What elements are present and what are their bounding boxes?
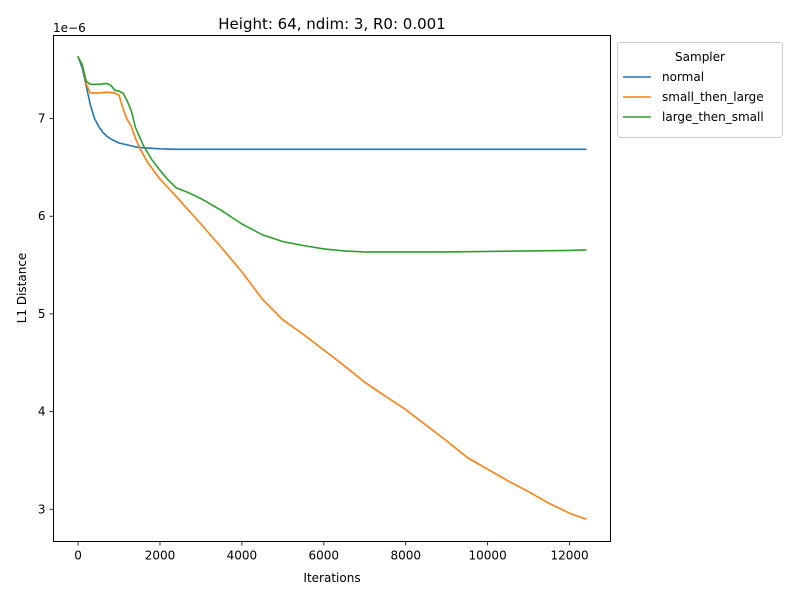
legend-label-large-then-small: large_then_small [662, 110, 764, 124]
series-line-small-then-large [77, 56, 587, 520]
x-tick-label: 10000 [469, 549, 507, 563]
series-line-normal [77, 56, 587, 151]
x-tick-label: 0 [74, 549, 82, 563]
y-tick-label: 7 [38, 112, 46, 126]
y-axis-ticks: 3 4 5 6 7 [38, 112, 54, 516]
x-tick-label: 4000 [227, 549, 258, 563]
series-line-large-then-small [77, 56, 587, 253]
plot-frame [53, 35, 611, 542]
x-tick-label: 2000 [145, 549, 176, 563]
legend-label-small-then-large: small_then_large [662, 90, 764, 104]
y-tick-label: 6 [38, 209, 46, 223]
y-tick-label: 3 [38, 502, 46, 516]
legend-items: normal small_then_large large_then_small [623, 70, 764, 124]
x-axis-ticks: 0 2000 4000 6000 8000 10000 12000 [74, 541, 589, 563]
x-tick-label: 8000 [390, 549, 421, 563]
y-tick-label: 4 [38, 405, 46, 419]
x-tick-label: 12000 [550, 549, 588, 563]
chart-title: Height: 64, ndim: 3, R0: 0.001 [218, 15, 445, 33]
x-axis-label: Iterations [303, 571, 360, 585]
x-tick-label: 6000 [309, 549, 340, 563]
legend-label-normal: normal [662, 70, 704, 84]
y-tick-label: 5 [38, 307, 46, 321]
legend-title: Sampler [675, 50, 725, 64]
plot-lines [77, 56, 587, 520]
legend-frame [617, 42, 783, 138]
y-axis-label: L1 Distance [15, 253, 29, 324]
legend: Sampler normal small_then_large large_then… [617, 42, 783, 138]
y-scale-label: 1e−6 [53, 21, 86, 35]
